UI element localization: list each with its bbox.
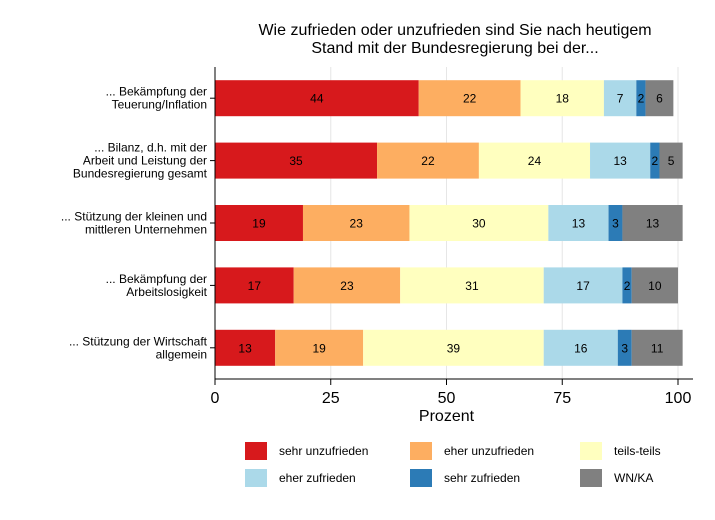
bar-segment	[617, 329, 632, 366]
bar-value-label: 23	[340, 279, 354, 293]
bar-value-label: 17	[576, 279, 590, 293]
category-label: allgemein	[156, 347, 207, 361]
bar-segment	[636, 80, 646, 117]
category-label: ... Stützung der Wirtschaft	[69, 334, 208, 348]
bar-value-label: 19	[252, 217, 266, 231]
bar-value-label: 6	[656, 92, 663, 106]
bar-segment	[478, 142, 591, 179]
bar-segment	[520, 80, 604, 117]
chart-title-line-2: Stand mit der Bundesregierung bei der...	[311, 40, 599, 57]
bar-segment	[215, 80, 419, 117]
bar-segment	[622, 267, 632, 304]
category-label: ... Stützung der kleinen und	[61, 210, 207, 224]
legend-label: eher unzufrieden	[444, 444, 535, 458]
bar-value-label: 13	[646, 217, 660, 231]
bar-segment	[603, 80, 637, 117]
bar-segment	[645, 80, 674, 117]
bar-segment	[631, 329, 683, 366]
category-label: Arbeitslosigkeit	[126, 285, 207, 299]
x-tick-label: 75	[553, 390, 571, 407]
bar-segment	[409, 205, 549, 241]
legend-label: eher zufrieden	[279, 471, 356, 485]
legend-item: eher unzufrieden	[410, 442, 534, 460]
bar-value-label: 13	[613, 154, 627, 168]
bar-value-label: 3	[612, 217, 619, 231]
bar-value-label: 5	[668, 154, 675, 168]
bar-segment	[302, 205, 410, 241]
category-label: Arbeit und Leistung der	[83, 154, 207, 168]
bar-value-label: 10	[648, 279, 662, 293]
category-label: ... Bekämpfung der	[106, 272, 207, 286]
legend-item: teils-teils	[580, 442, 661, 460]
bar-segment	[275, 329, 364, 366]
bar-segment	[590, 142, 651, 179]
bar-value-label: 22	[421, 154, 435, 168]
bar-value-label: 11	[651, 341, 664, 355]
legend-item: WN/KA	[580, 469, 653, 487]
bar-segment	[418, 80, 521, 117]
bar-value-label: 24	[528, 154, 542, 168]
legend-swatch	[580, 442, 602, 460]
bar-value-label: 23	[350, 217, 364, 231]
bar-value-label: 17	[248, 279, 262, 293]
category-label: Bundesregierung gesamt	[73, 167, 208, 181]
bar-value-label: 30	[472, 217, 486, 231]
bar-segment	[400, 267, 544, 304]
stacked-bar-chart: 44 22 18 7 2 6... Bekämpfung derTeuerung/Infl…	[61, 67, 693, 425]
bar-value-label: 2	[624, 279, 631, 293]
bar-segment	[650, 142, 660, 179]
legend-swatch	[580, 469, 602, 487]
bar-segment	[548, 205, 609, 241]
bar-segment	[608, 205, 623, 241]
bar-value-label: 7	[617, 92, 624, 106]
bar-value-label: 13	[238, 341, 252, 355]
bar-segment	[543, 329, 618, 366]
bar-value-label: 39	[447, 341, 461, 355]
bar-segment	[215, 205, 303, 241]
bar-segment	[622, 205, 683, 241]
x-tick-label: 100	[665, 390, 692, 407]
legend-label: teils-teils	[614, 444, 661, 458]
x-tick-label: 50	[438, 390, 456, 407]
bar-value-label: 18	[556, 92, 570, 106]
bar-segment	[215, 267, 294, 304]
bar-value-label: 2	[638, 92, 645, 106]
bar-value-label: 16	[574, 341, 588, 355]
legend-item: sehr unzufrieden	[245, 442, 368, 460]
legend-label: WN/KA	[614, 471, 654, 485]
bar-value-label: 31	[465, 279, 479, 293]
bar-value-label: 19	[312, 341, 326, 355]
x-axis-title: Prozent	[419, 408, 475, 425]
category-label: ... Bekämpfung der	[106, 85, 207, 99]
category-label: mittleren Unternehmen	[85, 223, 207, 237]
bar-value-label: 13	[572, 217, 586, 231]
bar-segment	[543, 267, 623, 304]
bar-segment	[631, 267, 678, 304]
legend-label: sehr zufrieden	[444, 471, 521, 485]
bar-segment	[363, 329, 544, 366]
bar-segment	[377, 142, 479, 179]
legend-swatch	[410, 442, 432, 460]
legend-swatch	[245, 442, 267, 460]
category-label: ... Bilanz, d.h. mit der	[94, 141, 207, 155]
chart-title-line-1: Wie zufrieden oder unzufrieden sind Sie …	[258, 22, 652, 39]
bar-segment	[293, 267, 401, 304]
category-label: Teuerung/Inflation	[112, 98, 207, 112]
legend-item: sehr zufrieden	[410, 469, 520, 487]
bar-value-label: 22	[463, 92, 477, 106]
legend-swatch	[245, 469, 267, 487]
x-tick-label: 25	[322, 390, 340, 407]
legend-swatch	[410, 469, 432, 487]
x-tick-label: 0	[211, 390, 220, 407]
bar-value-label: 35	[289, 154, 303, 168]
bar-segment	[215, 142, 378, 179]
bar-segment	[659, 142, 683, 179]
legend-label: sehr unzufrieden	[279, 444, 369, 458]
legend-item: eher zufrieden	[245, 469, 356, 487]
bar-value-label: 44	[310, 92, 324, 106]
bar-value-label: 2	[652, 154, 659, 168]
bar-value-label: 3	[621, 341, 628, 355]
bar-segment	[215, 329, 276, 366]
